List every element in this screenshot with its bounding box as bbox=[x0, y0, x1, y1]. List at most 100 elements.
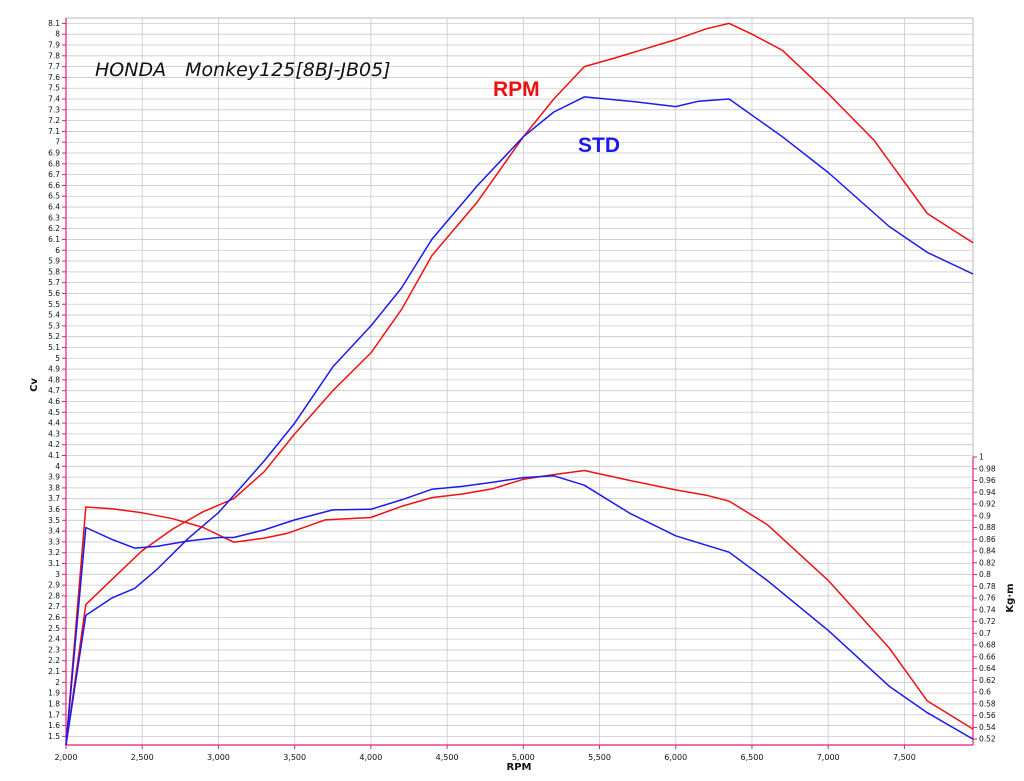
y-left-tick-label: 1.8 bbox=[48, 699, 60, 708]
y-left-tick-label: 1.6 bbox=[48, 721, 60, 730]
y-left-tick-label: 2 bbox=[55, 678, 60, 687]
y-right-tick-label: 0.94 bbox=[979, 488, 996, 497]
x-tick-label: 5,500 bbox=[588, 753, 611, 762]
y-right-tick-label: 0.72 bbox=[979, 617, 996, 626]
y-right-tick-label: 0.64 bbox=[979, 664, 996, 673]
y-right-tick-label: 0.6 bbox=[979, 688, 991, 697]
x-tick-label: 7,500 bbox=[893, 753, 916, 762]
x-tick-label: 2,500 bbox=[131, 753, 154, 762]
y-left-tick-label: 3.8 bbox=[48, 483, 60, 492]
label-layer: HONDA Monkey125[8BJ-JB05] RPM STD RPM Cv… bbox=[29, 59, 1016, 773]
y-right-tick-label: 0.56 bbox=[979, 711, 996, 720]
y-left-tick-label: 7.2 bbox=[48, 116, 60, 125]
y-left-tick-label: 6.5 bbox=[48, 192, 60, 201]
y-right-tick-label: 0.68 bbox=[979, 641, 996, 650]
y-right-tick-label: 0.74 bbox=[979, 605, 996, 614]
y-left-tick-label: 2.4 bbox=[48, 635, 60, 644]
y-left-tick-label: 2.2 bbox=[48, 656, 60, 665]
rpm-torque-line bbox=[65, 469, 974, 746]
y-right-tick-label: 0.96 bbox=[979, 476, 996, 485]
y-left-tick-label: 5.5 bbox=[48, 300, 60, 309]
y-left-tick-label: 7.7 bbox=[48, 62, 60, 71]
y-left-tick-label: 5.2 bbox=[48, 332, 60, 341]
y-left-tick-label: 3.5 bbox=[48, 516, 60, 525]
y-left-tick-label: 2.9 bbox=[48, 581, 60, 590]
y-right-tick-label: 0.92 bbox=[979, 500, 996, 509]
y-left-tick-label: 1.5 bbox=[48, 732, 60, 741]
legend-rpm: RPM bbox=[493, 78, 540, 101]
y-left-tick-label: 1.7 bbox=[48, 710, 60, 719]
y-right-tick-label: 0.76 bbox=[979, 594, 996, 603]
y-right-tick-label: 0.66 bbox=[979, 652, 996, 661]
y-left-tick-label: 4.9 bbox=[48, 365, 60, 374]
y-left-tick-label: 5.8 bbox=[48, 267, 60, 276]
y-right-tick-label: 0.58 bbox=[979, 699, 996, 708]
y-left-tick-label: 4.3 bbox=[48, 429, 60, 438]
y-left-tick-label: 7.6 bbox=[48, 73, 60, 82]
grid-layer bbox=[65, 17, 974, 746]
y-right-axis-label: Kg·m bbox=[1005, 583, 1016, 612]
x-tick-label: 5,000 bbox=[512, 753, 535, 762]
y-left-tick-label: 7.4 bbox=[48, 95, 60, 104]
axis-layer: 1.5 1.6 1.7 1.81.9 2 2.1 2.2 2.32.4 2.5 2.6 2.7 2.8… bbox=[48, 18, 996, 762]
y-left-tick-label: 7.9 bbox=[48, 41, 60, 50]
y-left-tick-label: 3.2 bbox=[48, 548, 60, 557]
y-left-tick-label: 4.8 bbox=[48, 375, 60, 384]
y-left-tick-label: 6.3 bbox=[48, 213, 60, 222]
y-left-tick-label: 6.7 bbox=[48, 170, 60, 179]
y-left-tick-label: 3.4 bbox=[48, 527, 60, 536]
y-left-tick-label: 8.1 bbox=[48, 19, 60, 28]
y-left-tick-label: 4.4 bbox=[48, 419, 60, 428]
y-left-tick-label: 2.3 bbox=[48, 645, 60, 654]
y-right-tick-label: 0.88 bbox=[979, 523, 996, 532]
y-left-tick-label: 8 bbox=[55, 30, 60, 39]
y-right-tick-label: 0.84 bbox=[979, 547, 996, 556]
y-left-tick-label: 4.6 bbox=[48, 397, 60, 406]
x-tick-label: 7,000 bbox=[817, 753, 840, 762]
x-tick-label: 4,000 bbox=[359, 753, 382, 762]
rpm-power-line bbox=[65, 22, 974, 746]
y-left-tick-label: 5.3 bbox=[48, 321, 60, 330]
y-left-tick-label: 6.1 bbox=[48, 235, 60, 244]
y-left-tick-label: 3.7 bbox=[48, 494, 60, 503]
y-left-tick-label: 6.2 bbox=[48, 224, 60, 233]
y-right-tick-label: 0.62 bbox=[979, 676, 996, 685]
x-tick-label: 6,500 bbox=[741, 753, 764, 762]
y-left-tick-label: 6 bbox=[55, 246, 60, 255]
y-left-tick-label: 7.5 bbox=[48, 84, 60, 93]
y-left-tick-label: 5.1 bbox=[48, 343, 60, 352]
x-tick-label: 3,500 bbox=[283, 753, 306, 762]
y-left-tick-label: 5.7 bbox=[48, 278, 60, 287]
y-right-tick-label: 0.78 bbox=[979, 582, 996, 591]
y-left-tick-label: 3.3 bbox=[48, 537, 60, 546]
legend-std: STD bbox=[578, 134, 620, 157]
y-left-tick-label: 5 bbox=[55, 354, 60, 363]
x-tick-label: 6,000 bbox=[664, 753, 687, 762]
y-left-tick-label: 6.4 bbox=[48, 203, 60, 212]
y-left-tick-label: 5.9 bbox=[48, 257, 60, 266]
x-tick-label: 4,500 bbox=[436, 753, 459, 762]
std-power-line bbox=[65, 96, 974, 746]
y-left-tick-label: 3 bbox=[55, 570, 60, 579]
y-left-tick-label: 3.9 bbox=[48, 473, 60, 482]
std-torque-line bbox=[65, 475, 974, 746]
x-tick-label: 3,000 bbox=[207, 753, 230, 762]
y-left-tick-label: 6.8 bbox=[48, 159, 60, 168]
y-left-tick-label: 2.1 bbox=[48, 667, 60, 676]
chart-title: HONDA Monkey125[8BJ-JB05] bbox=[95, 59, 391, 81]
y-right-tick-label: 0.52 bbox=[979, 735, 996, 744]
y-left-tick-label: 4.2 bbox=[48, 440, 60, 449]
y-left-tick-label: 7.1 bbox=[48, 127, 60, 136]
y-right-tick-label: 0.98 bbox=[979, 464, 996, 473]
y-left-tick-label: 1.9 bbox=[48, 689, 60, 698]
y-left-tick-label: 3.6 bbox=[48, 505, 60, 514]
y-left-tick-label: 4.1 bbox=[48, 451, 60, 460]
y-left-tick-label: 5.6 bbox=[48, 289, 60, 298]
series-layer bbox=[65, 22, 974, 746]
y-right-tick-label: 0.86 bbox=[979, 535, 996, 544]
x-tick-label: 2,000 bbox=[55, 753, 78, 762]
y-left-tick-label: 5.4 bbox=[48, 311, 60, 320]
y-right-tick-label: 0.82 bbox=[979, 558, 996, 567]
